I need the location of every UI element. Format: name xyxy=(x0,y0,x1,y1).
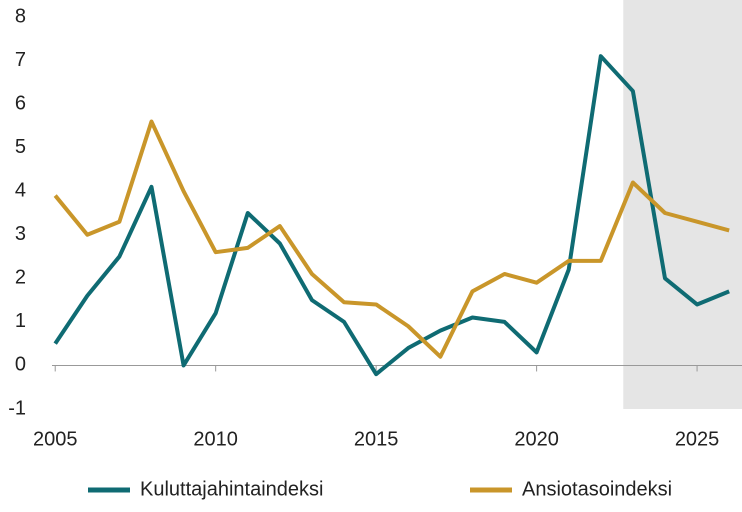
y-tick-label: 8 xyxy=(15,5,26,27)
y-tick-label: -1 xyxy=(8,397,26,419)
y-tick-label: 6 xyxy=(15,92,26,114)
series-line xyxy=(53,119,730,359)
x-tick-label: 2010 xyxy=(193,428,238,450)
y-tick-label: 4 xyxy=(15,180,26,202)
x-tick-label: 2015 xyxy=(354,428,399,450)
y-tick-label: 2 xyxy=(15,267,26,289)
x-tick-label: 2005 xyxy=(33,428,78,450)
forecast-shade xyxy=(623,0,742,409)
y-tick-label: 5 xyxy=(15,136,26,158)
legend-label: Ansiotasoindeksi xyxy=(522,478,672,500)
legend-label: Kuluttajahintaindeksi xyxy=(140,478,323,500)
series-line xyxy=(53,54,730,377)
x-tick-label: 2020 xyxy=(514,428,559,450)
y-tick-label: 7 xyxy=(15,49,26,71)
y-tick-label: 0 xyxy=(15,354,26,376)
y-tick-label: 3 xyxy=(15,223,26,245)
x-tick-label: 2025 xyxy=(675,428,720,450)
y-tick-label: 1 xyxy=(15,310,26,332)
